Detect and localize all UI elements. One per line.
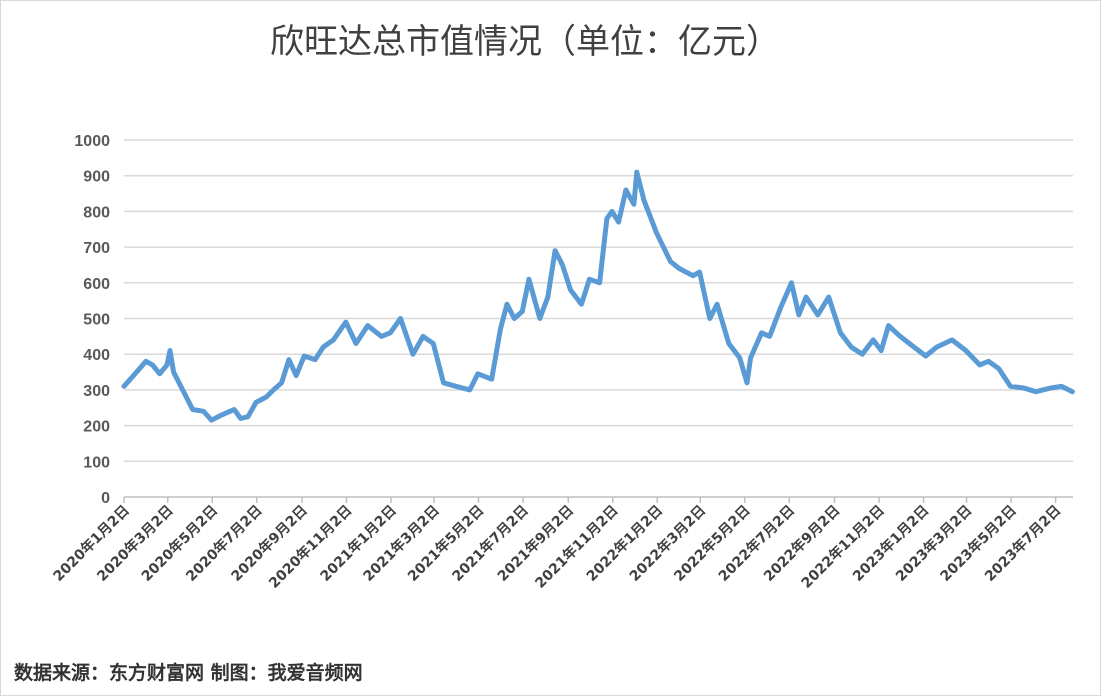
- y-tick-label: 900: [83, 169, 110, 186]
- x-tick-label: 2022年1月2日: [583, 502, 666, 585]
- x-tick-label: 2023年1月2日: [849, 502, 932, 585]
- y-tick-label: 700: [83, 240, 110, 257]
- market-cap-line: [121, 169, 1075, 423]
- x-tick-label: 2020年7月2日: [183, 502, 266, 585]
- x-tick-label: 2022年7月2日: [715, 502, 798, 585]
- x-tick-label: 2022年9月2日: [760, 502, 843, 585]
- x-tick-label: 2023年3月2日: [892, 502, 975, 585]
- x-tick-label: 2021年9月2日: [494, 502, 577, 585]
- x-tick-label: 2021年5月2日: [404, 502, 487, 585]
- y-tick-label: 800: [83, 204, 110, 221]
- x-tick-label: 2020年11月2日: [265, 502, 355, 592]
- y-tick-label: 600: [83, 276, 110, 293]
- x-tick-label: 2021年11月2日: [532, 502, 622, 592]
- x-tick-label: 2023年5月2日: [937, 502, 1020, 585]
- chart-title: 欣旺达总市值情况（单位：亿元）: [270, 22, 780, 62]
- y-tick-label: 300: [83, 383, 110, 400]
- y-tick-label: 500: [83, 312, 110, 329]
- y-tick-label: 1000: [74, 133, 110, 150]
- x-tick-label: 2021年3月2日: [360, 502, 443, 585]
- x-tick-label: 2021年1月2日: [317, 502, 400, 585]
- x-tick-label: 2020年1月2日: [50, 502, 133, 585]
- x-tick-label: 2020年3月2日: [94, 502, 177, 585]
- x-tick-label: 2022年5月2日: [671, 502, 754, 585]
- x-tick-label: 2022年11月2日: [798, 502, 888, 592]
- x-tick-label: 2022年3月2日: [626, 502, 709, 585]
- y-tick-label: 400: [83, 347, 110, 364]
- source-note: 数据来源：东方财富网 制图：我爱音频网: [14, 662, 363, 684]
- x-tick-label: 2020年5月2日: [138, 502, 221, 585]
- x-tick-label: 2020年9月2日: [228, 502, 311, 585]
- x-tick-label: 2021年7月2日: [449, 502, 532, 585]
- y-tick-label: 100: [83, 454, 110, 471]
- x-tick-label: 2023年7月2日: [981, 502, 1064, 585]
- y-tick-label: 200: [83, 419, 110, 436]
- y-tick-label: 0: [101, 490, 110, 507]
